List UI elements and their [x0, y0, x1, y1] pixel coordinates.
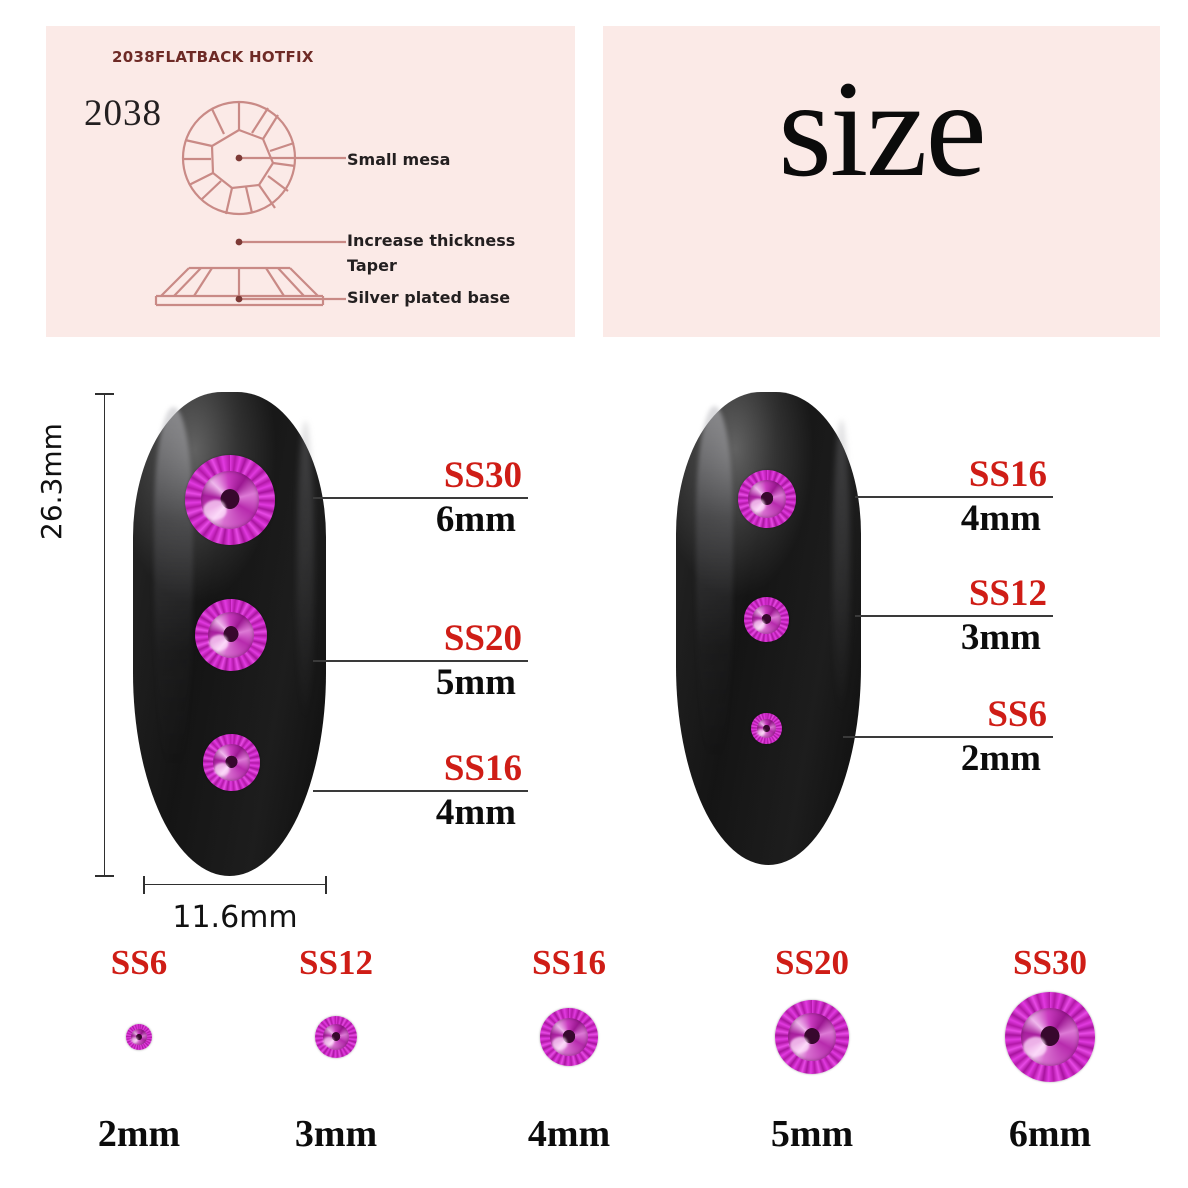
mm-value: 2mm [960, 738, 1041, 779]
swatch-mm-label: 6mm [1008, 1113, 1092, 1155]
gem-culet [563, 1030, 575, 1043]
swatch-mm-label: 2mm [97, 1113, 181, 1155]
callout-right-ss12: SS12 3mm [855, 575, 1053, 656]
dimension-cap-bottom [95, 875, 114, 877]
callout-left-ss30: SS30 6mm [313, 457, 528, 538]
swatch-ss6: SS6 2mm [79, 945, 199, 1165]
gem-ss6-on-nail-right [751, 713, 782, 744]
swatch-ss30: SS30 6mm [990, 945, 1110, 1165]
gem-culet [221, 489, 239, 509]
gem-culet [804, 1028, 820, 1045]
nail-right [676, 392, 861, 865]
callout-increase-thickness: Increase thickness [347, 231, 516, 250]
size-word-panel [603, 26, 1160, 337]
mm-value: 4mm [960, 498, 1041, 539]
gem-ss16-on-nail [203, 734, 260, 791]
leader-line [313, 497, 528, 499]
gem-culet [763, 724, 770, 732]
nail-height-dimension-line [95, 393, 114, 877]
swatch-ss12: SS12 3mm [276, 945, 396, 1165]
swatch-ss-label: SS30 [1013, 943, 1087, 982]
swatch-mm-label: 4mm [527, 1113, 611, 1155]
gem-ss12-on-nail-right [744, 597, 789, 642]
flatback-structure-diagram [154, 100, 346, 307]
nail-left-gloss [154, 406, 193, 785]
mm-value: 5mm [435, 662, 516, 703]
callout-taper: Taper [347, 256, 397, 275]
swatch-ss-label: SS6 [110, 943, 168, 982]
mm-value: 3mm [960, 617, 1041, 658]
callout-right-ss6: SS6 2mm [843, 696, 1053, 777]
callout-left-ss16: SS16 4mm [313, 750, 528, 831]
mm-value: 4mm [435, 792, 516, 833]
gem-culet [225, 755, 238, 769]
swatch-ss-label: SS16 [532, 943, 606, 982]
ss-code: SS12 [968, 573, 1047, 614]
swatch-mm-label: 3mm [294, 1113, 378, 1155]
gem-ss20-on-nail [195, 599, 267, 671]
flatback-info-panel [46, 26, 575, 337]
swatch-gem-ss30 [1005, 992, 1095, 1082]
model-number-label: 2038 [84, 93, 162, 134]
swatch-ss-label: SS12 [299, 943, 373, 982]
gem-culet [762, 614, 771, 624]
gem-culet [761, 492, 773, 505]
swatch-gem-ss12 [315, 1016, 357, 1058]
swatch-gem-ss20 [775, 1000, 849, 1074]
size-heading: size [778, 52, 987, 205]
swatch-ss20: SS20 5mm [752, 945, 872, 1165]
swatch-ss16: SS16 4mm [509, 945, 629, 1165]
nail-width-label: 11.6mm [172, 900, 298, 935]
gem-culet [331, 1031, 341, 1042]
ss-code: SS6 [987, 694, 1047, 735]
nail-left-gloss-edge [297, 421, 315, 722]
gem-culet [1041, 1026, 1059, 1046]
dimension-cap-right [325, 876, 327, 894]
swatch-gem-ss6 [126, 1024, 152, 1050]
nail-height-label: 26.3mm [35, 423, 68, 540]
leader-line [843, 736, 1053, 738]
swatch-ss-label: SS20 [775, 943, 849, 982]
nail-right-gloss [696, 406, 734, 776]
ss-code: SS16 [443, 748, 522, 789]
leader-line [313, 790, 528, 792]
leader-line [855, 496, 1053, 498]
nail-width-dimension-line [143, 876, 327, 894]
ss-code: SS16 [968, 454, 1047, 495]
callout-silver-plated-base: Silver plated base [347, 288, 511, 307]
callout-small-mesa: Small mesa [347, 150, 451, 169]
flatback-panel-title: 2038FLATBACK HOTFIX [112, 48, 314, 66]
nail-right-gloss-edge [833, 420, 850, 714]
gem-culet [223, 626, 239, 643]
gem-ss30-on-nail [185, 455, 275, 545]
leader-line [313, 660, 528, 662]
dimension-cap-top [95, 393, 114, 395]
gem-ss16-on-nail-right [738, 470, 796, 528]
gem-culet [136, 1033, 142, 1040]
callout-right-ss16: SS16 4mm [855, 456, 1053, 537]
swatch-mm-label: 5mm [770, 1113, 854, 1155]
mm-value: 6mm [435, 499, 516, 540]
ss-code: SS20 [443, 618, 522, 659]
callout-left-ss20: SS20 5mm [313, 620, 528, 701]
dimension-cap-left [143, 876, 145, 894]
swatch-gem-ss16 [540, 1008, 598, 1066]
leader-line [855, 615, 1053, 617]
nail-left [133, 392, 326, 876]
ss-code: SS30 [443, 455, 522, 496]
